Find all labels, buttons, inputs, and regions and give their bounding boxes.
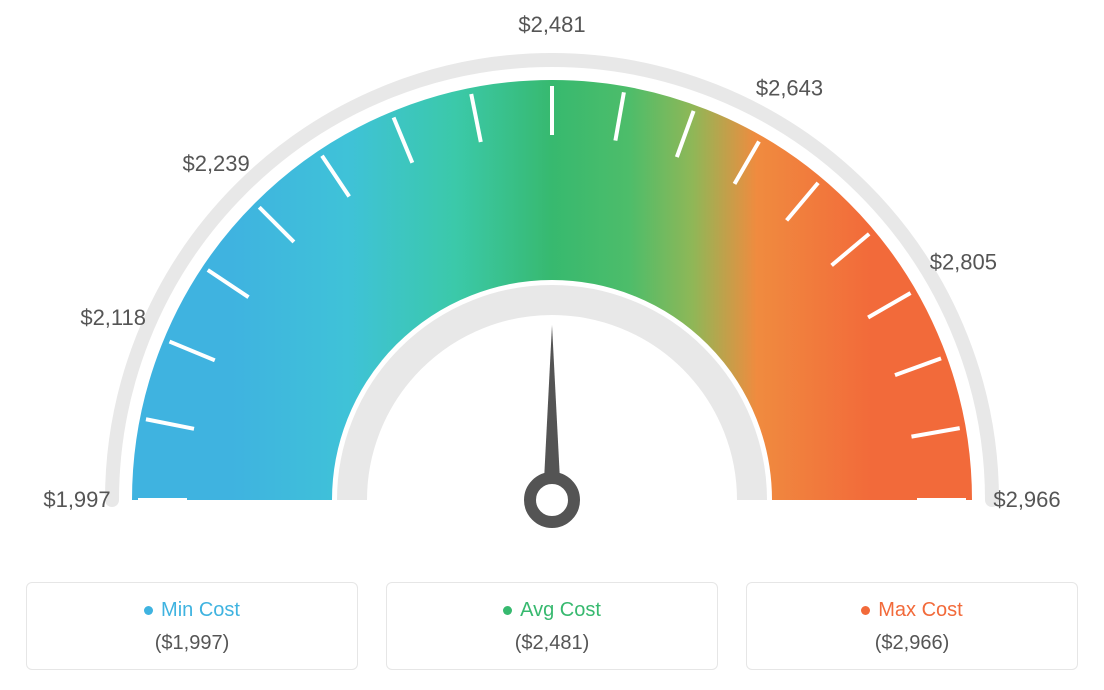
legend-value-avg: ($2,481)	[397, 632, 707, 655]
legend-label-min: Min Cost	[37, 599, 347, 622]
legend-value-min: ($1,997)	[37, 632, 347, 655]
svg-text:$2,118: $2,118	[80, 305, 146, 330]
svg-text:$2,643: $2,643	[756, 76, 823, 101]
gauge-svg: $1,997 $2,118 $2,239 $2,481 $2,643 $2,805 $2,9…	[0, 0, 1104, 560]
legend-label-text: Min Cost	[161, 599, 240, 621]
dot-icon	[503, 606, 512, 615]
legend-label-text: Avg Cost	[520, 599, 601, 621]
legend-label-avg: Avg Cost	[397, 599, 707, 622]
legend-row: Min Cost ($1,997) Avg Cost ($2,481) Max …	[0, 582, 1104, 670]
dot-icon	[144, 606, 153, 615]
svg-text:$1,997: $1,997	[43, 487, 110, 512]
legend-card-avg: Avg Cost ($2,481)	[386, 582, 718, 670]
legend-card-max: Max Cost ($2,966)	[746, 582, 1078, 670]
gauge-chart: $1,997 $2,118 $2,239 $2,481 $2,643 $2,805 $2,9…	[0, 0, 1104, 560]
svg-text:$2,481: $2,481	[518, 12, 585, 37]
svg-text:$2,239: $2,239	[182, 151, 249, 176]
svg-text:$2,805: $2,805	[930, 250, 997, 275]
legend-card-min: Min Cost ($1,997)	[26, 582, 358, 670]
legend-label-max: Max Cost	[757, 599, 1067, 622]
cost-gauge-container: $1,997 $2,118 $2,239 $2,481 $2,643 $2,805 $2,9…	[0, 0, 1104, 690]
legend-label-text: Max Cost	[878, 599, 962, 621]
dot-icon	[861, 606, 870, 615]
svg-text:$2,966: $2,966	[993, 487, 1060, 512]
legend-value-max: ($2,966)	[757, 632, 1067, 655]
